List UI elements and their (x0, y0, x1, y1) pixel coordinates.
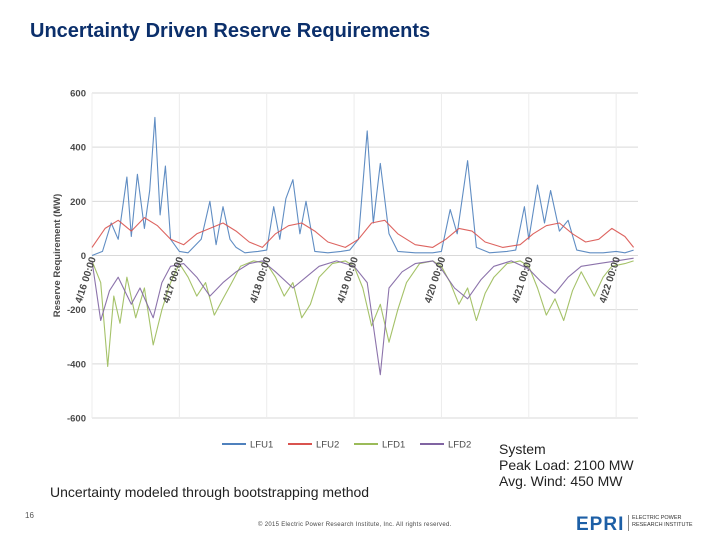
page-number: 16 (25, 511, 34, 520)
series-line-lfu1 (91, 116, 634, 257)
y-tick-label: -600 (67, 414, 86, 425)
legend-label: LFU2 (316, 440, 339, 451)
x-tick-label: 4/19 00:00 (336, 255, 361, 304)
system-note: System Peak Load: 2100 MW Avg. Wind: 450… (499, 441, 634, 489)
y-tick-label: 200 (70, 197, 86, 208)
y-tick-label: -200 (67, 305, 86, 316)
note-line-system: System (499, 441, 546, 457)
caption: Uncertainty modeled through bootstrappin… (50, 484, 370, 500)
legend-label: LFU1 (250, 440, 273, 451)
legend-label: LFD2 (448, 440, 471, 451)
y-axis-label: Reserve Requirement (MW) (52, 194, 63, 318)
note-line-peak-load: Peak Load: 2100 MW (499, 457, 634, 473)
y-tick-label: -400 (67, 359, 86, 370)
x-tick-label: 4/17 00:00 (161, 255, 186, 304)
copyright: © 2015 Electric Power Research Institute… (258, 522, 452, 528)
logo-text: ELECTRIC POWER RESEARCH INSTITUTE (632, 515, 693, 529)
logo-mark: EPRI (576, 514, 625, 535)
y-tick-label: 600 (70, 89, 86, 100)
y-tick-label: 400 (70, 143, 86, 154)
epri-logo: EPRI ELECTRIC POWER RESEARCH INSTITUTE (576, 511, 716, 535)
reserve-requirement-chart: 600 400 200 0 -200 -400 -600 Reserve Requiremen… (52, 89, 638, 451)
x-tick-label: 4/20 00:00 (423, 255, 448, 304)
logo-text-line: RESEARCH INSTITUTE (632, 522, 693, 528)
y-tick-label: 0 (81, 251, 86, 262)
slide-title: Uncertainty Driven Reserve Requirements (30, 20, 431, 42)
legend-label: LFD1 (382, 440, 405, 451)
logo-divider (628, 515, 629, 531)
series-line-lfd2 (91, 257, 634, 376)
series-line-lfu2 (91, 217, 635, 248)
logo-text-line: ELECTRIC POWER (632, 515, 682, 521)
note-line-avg-wind: Avg. Wind: 450 MW (499, 473, 623, 489)
